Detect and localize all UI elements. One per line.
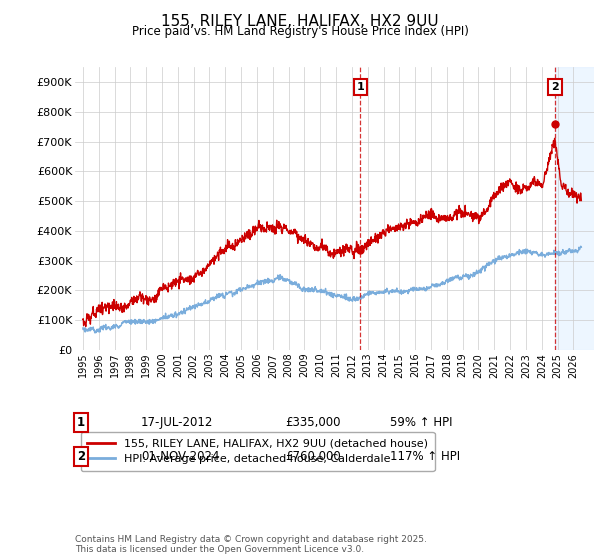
Bar [555,67,597,350]
Text: Contains HM Land Registry data © Crown copyright and database right 2025.
This d: Contains HM Land Registry data © Crown c… [75,535,427,554]
Text: 2: 2 [77,450,85,463]
Text: 2: 2 [551,82,559,92]
Text: £760,000: £760,000 [285,450,341,463]
Text: 155, RILEY LANE, HALIFAX, HX2 9UU: 155, RILEY LANE, HALIFAX, HX2 9UU [161,14,439,29]
Text: 117% ↑ HPI: 117% ↑ HPI [390,450,460,463]
Text: Price paid vs. HM Land Registry's House Price Index (HPI): Price paid vs. HM Land Registry's House … [131,25,469,38]
Text: 17-JUL-2012: 17-JUL-2012 [141,416,214,430]
Text: 59% ↑ HPI: 59% ↑ HPI [390,416,452,430]
Text: 01-NOV-2024: 01-NOV-2024 [141,450,220,463]
Text: £335,000: £335,000 [285,416,341,430]
Text: 1: 1 [356,82,364,92]
Legend: 155, RILEY LANE, HALIFAX, HX2 9UU (detached house), HPI: Average price, detached: 155, RILEY LANE, HALIFAX, HX2 9UU (detac… [80,432,434,471]
Text: 1: 1 [77,416,85,430]
